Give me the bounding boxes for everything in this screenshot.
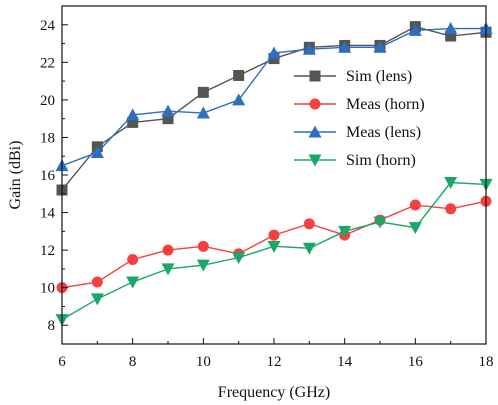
series-sim-horn (55, 177, 493, 327)
y-tick-label: 24 (40, 18, 56, 34)
y-tick-label: 10 (40, 281, 55, 297)
data-point-sim-horn (338, 225, 352, 238)
data-point-sim-horn (267, 240, 281, 253)
legend-label: Sim (horn) (346, 152, 416, 169)
data-point-meas-lens (408, 23, 422, 36)
data-point-meas-lens (196, 106, 210, 119)
y-tick-label: 16 (40, 168, 56, 184)
legend-item-sim-horn: Sim (horn) (294, 152, 416, 169)
series-meas-lens (55, 22, 493, 172)
data-point-meas-horn (197, 240, 209, 252)
legend-item-meas-lens: Meas (lens) (294, 124, 421, 141)
data-point-meas-lens (90, 145, 104, 158)
legend-marker (309, 98, 321, 110)
data-point-meas-horn (409, 199, 421, 211)
x-tick-label: 6 (58, 354, 66, 370)
y-tick-label: 20 (40, 93, 55, 109)
x-tick-label: 10 (196, 354, 211, 370)
legend: Sim (lens) Meas (horn) Meas (lens) Sim (hor… (294, 68, 425, 169)
legend-marker (308, 125, 322, 138)
x-tick-label: 14 (337, 354, 353, 370)
data-point-sim-horn (90, 293, 104, 306)
data-point-meas-lens (338, 40, 352, 53)
axis-ticks: 6 8 10 12 14 16 18 8 10 12 14 16 18 20 22 24 (40, 5, 494, 370)
data-point-sim-horn (302, 242, 316, 255)
legend-item-sim-lens: Sim (lens) (294, 68, 412, 85)
data-point-meas-lens (126, 108, 140, 121)
data-point-sim-horn (196, 259, 210, 272)
legend-label: Sim (lens) (346, 68, 412, 85)
data-point-sim-horn (126, 276, 140, 289)
data-point-sim-lens (197, 86, 209, 98)
data-point-sim-horn (232, 252, 246, 265)
x-tick-label: 16 (408, 354, 424, 370)
x-axis-label: Frequency (GHz) (218, 384, 330, 401)
data-point-meas-lens (302, 42, 316, 55)
data-point-meas-lens (161, 104, 175, 117)
x-tick-label: 18 (479, 354, 494, 370)
y-tick-label: 12 (40, 243, 55, 259)
data-point-meas-horn (127, 254, 139, 265)
y-axis-label: Gain (dBi) (7, 141, 24, 210)
legend-label: Meas (lens) (346, 124, 421, 141)
data-point-sim-lens (127, 116, 139, 128)
y-tick-label: 14 (40, 206, 56, 222)
data-point-meas-horn (268, 229, 280, 241)
data-point-sim-horn (444, 177, 458, 190)
data-point-meas-horn (445, 203, 457, 215)
data-point-meas-lens (232, 93, 246, 106)
data-point-sim-lens (268, 53, 280, 65)
data-point-meas-horn (303, 218, 315, 230)
legend-marker (308, 154, 322, 167)
y-tick-label: 8 (48, 318, 56, 334)
data-point-meas-lens (373, 40, 387, 53)
data-point-sim-lens (445, 30, 457, 42)
legend-marker (309, 70, 321, 82)
data-point-meas-lens (444, 22, 458, 35)
data-point-meas-lens (267, 46, 281, 59)
legend-item-meas-horn: Meas (horn) (294, 96, 425, 113)
data-point-sim-horn (161, 263, 175, 276)
y-tick-label: 18 (40, 130, 55, 146)
x-tick-label: 12 (267, 354, 282, 370)
data-point-meas-horn (162, 244, 174, 256)
x-tick-label: 8 (129, 354, 137, 370)
data-point-sim-horn (408, 222, 422, 235)
y-tick-label: 22 (40, 55, 55, 71)
legend-label: Meas (horn) (346, 96, 425, 113)
data-point-sim-lens (233, 69, 245, 81)
data-point-meas-horn (91, 276, 103, 288)
data-point-sim-horn (373, 216, 387, 229)
data-point-sim-lens (162, 113, 174, 125)
plot-marks (55, 21, 493, 327)
